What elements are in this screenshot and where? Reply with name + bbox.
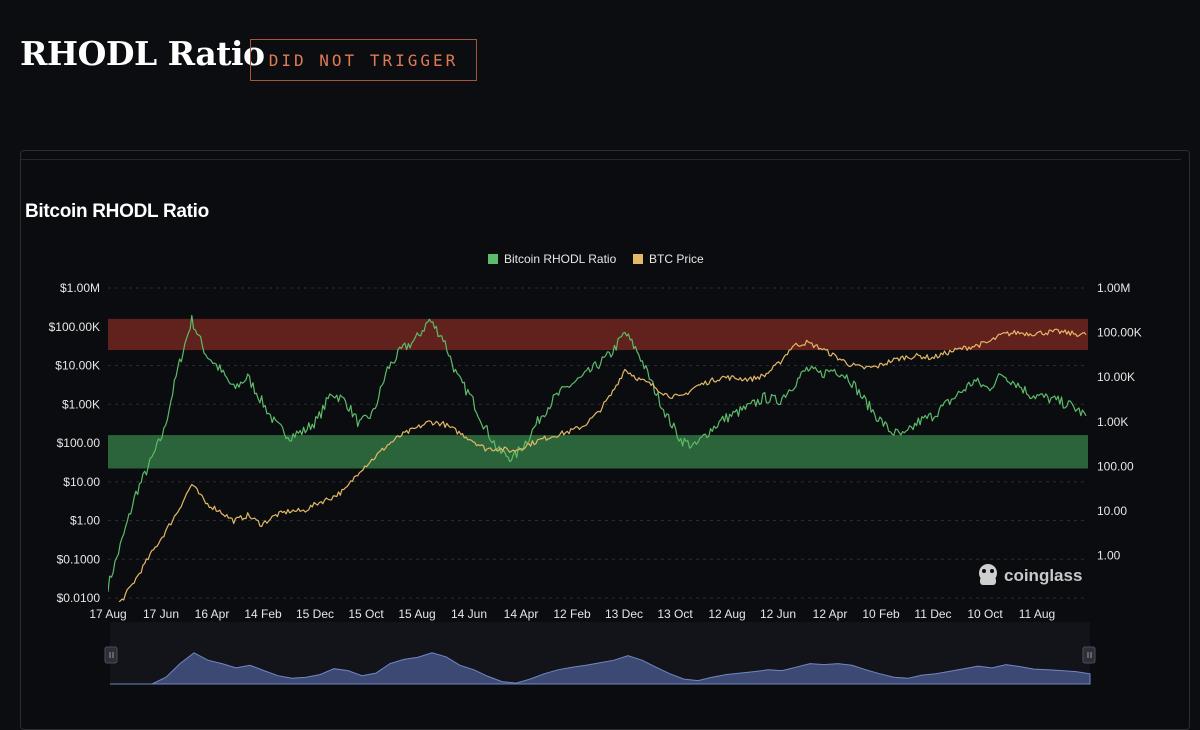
coinglass-logo-text: coinglass [1004,566,1082,585]
x-tick-label: 15 Aug [398,607,435,621]
legend-swatch [488,254,498,264]
legend-label: BTC Price [649,252,704,266]
legend-swatch [633,254,643,264]
x-tick-label: 14 Feb [244,607,282,621]
right-y-axis: 1.00M 100.00K 10.00K 1.00K 100.00 10.00 1.00 [1097,281,1142,563]
x-tick-label: 10 Feb [862,607,900,621]
zone-band [108,435,1088,469]
x-tick-label: 17 Jun [143,607,179,621]
y-right-tick-label: 10.00 [1097,504,1127,518]
page-title: RHODL Ratio [20,34,265,73]
y-right-tick-label: 10.00K [1097,370,1135,384]
coinglass-watermark: coinglass [979,564,1082,585]
y-left-tick-label: $1.00 [70,514,100,528]
y-left-tick-label: $0.0100 [57,591,101,605]
y-right-tick-label: 1.00K [1097,415,1128,429]
x-tick-label: 11 Dec [914,607,951,621]
x-tick-label: 17 Aug [89,607,126,621]
y-left-tick-label: $10.00 [63,475,100,489]
x-tick-label: 15 Oct [348,607,384,621]
x-tick-label: 14 Apr [504,607,539,621]
trigger-status-badge: DID NOT TRIGGER [250,39,477,81]
coinglass-logo-icon [979,564,997,585]
navigator-series-area [110,652,1091,685]
y-right-tick-label: 100.00 [1097,459,1134,473]
legend[interactable]: Bitcoin RHODL Ratio BTC Price [488,252,704,266]
range-navigator[interactable] [104,622,1096,685]
chart-title: Bitcoin RHODL Ratio [25,201,209,222]
navigator-left-handle[interactable] [104,646,118,664]
y-left-tick-label: $0.1000 [57,552,101,566]
navigator-right-handle[interactable] [1082,646,1096,664]
y-right-tick-label: 1.00M [1097,281,1130,295]
card-divider [21,159,1181,160]
x-tick-label: 13 Oct [657,607,693,621]
x-tick-label: 15 Dec [296,607,334,621]
y-right-tick-label: 100.00K [1097,326,1142,340]
zone-band [108,318,1088,351]
x-tick-label: 14 Jun [451,607,487,621]
x-tick-label: 10 Oct [967,607,1003,621]
y-left-tick-label: $1.00M [60,281,100,295]
legend-item[interactable]: BTC Price [633,252,704,266]
y-left-tick-label: $10.00K [55,359,100,373]
y-right-tick-label: 1.00 [1097,549,1121,563]
x-axis: 17 Aug 17 Jun 16 Apr 14 Feb 15 Dec 15 Oct 15 A… [89,607,1055,621]
series-line-btc-price [118,328,1087,602]
x-tick-label: 12 Apr [813,607,848,621]
y-left-tick-label: $1.00K [62,397,100,411]
y-left-tick-label: $100.00K [49,320,100,334]
series-lines [108,314,1087,602]
x-tick-label: 13 Dec [605,607,643,621]
y-left-tick-label: $100.00 [57,436,101,450]
x-tick-label: 12 Jun [760,607,796,621]
x-tick-label: 12 Aug [708,607,745,621]
x-tick-label: 16 Apr [195,607,230,621]
x-tick-label: 11 Aug [1019,607,1055,621]
x-tick-label: 12 Feb [553,607,591,621]
series-line-bitcoin-rhodl-ratio [108,314,1087,592]
legend-label: Bitcoin RHODL Ratio [504,252,617,266]
left-y-axis: $1.00M $100.00K $10.00K $1.00K $100.00 $10.00… [49,281,101,605]
rhodl-chart: $1.00M $100.00K $10.00K $1.00K $100.00 $10.00… [49,252,1142,685]
legend-item[interactable]: Bitcoin RHODL Ratio [488,252,617,266]
zone-bands [108,318,1088,469]
